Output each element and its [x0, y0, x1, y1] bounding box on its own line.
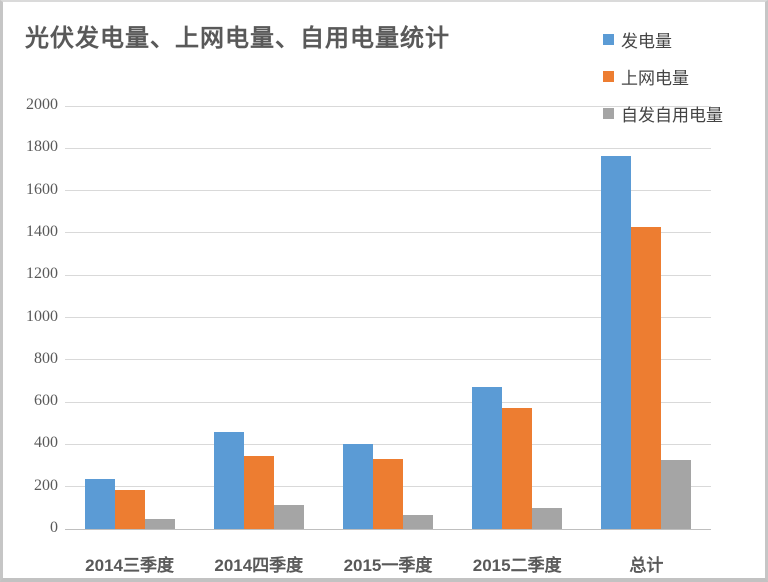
bar-自发自用电量-总计 [661, 460, 692, 529]
y-tick-label: 1600 [26, 180, 58, 198]
y-tick-label: 0 [50, 519, 58, 536]
bar-上网电量-总计 [631, 226, 662, 529]
bar-发电量-2014三季度 [84, 479, 115, 529]
bar-上网电量-2014四季度 [243, 456, 274, 529]
gridline [65, 147, 711, 149]
gridline [65, 443, 711, 445]
bar-上网电量-2014三季度 [114, 489, 145, 529]
x-category-label: 2014四季度 [214, 556, 304, 575]
y-tick-label: 1000 [26, 307, 58, 325]
bar-自发自用电量-2014四季度 [273, 504, 304, 529]
gridline [65, 190, 711, 192]
x-category-label: 2014三季度 [85, 556, 174, 575]
y-tick-label: 200 [34, 476, 58, 494]
gridline [65, 105, 711, 107]
bar-自发自用电量-2015一季度 [403, 515, 433, 529]
plot-area: 0 200 400 600 800 1000 1200 1400 1600 1800 2000 201… [3, 2, 765, 578]
bar-发电量-2015二季度 [472, 387, 503, 529]
bar-发电量-2015一季度 [343, 444, 373, 529]
x-category-label: 2015二季度 [472, 556, 562, 575]
gridline [65, 401, 711, 403]
y-tick-label: 1200 [26, 265, 58, 283]
bar-自发自用电量-2014三季度 [144, 519, 175, 529]
bar-上网电量-2015一季度 [373, 459, 403, 529]
gridline [65, 359, 711, 361]
y-tick-label: 2000 [26, 96, 58, 113]
x-category-label: 2015一季度 [343, 556, 433, 575]
x-axis-line [65, 528, 711, 530]
y-tick-label: 400 [34, 434, 58, 452]
bar-上网电量-2015二季度 [502, 408, 533, 529]
chart-title: 光伏发电量、上网电量、自用电量统计 [25, 26, 450, 52]
gridline [65, 274, 711, 276]
bar-自发自用电量-2015二季度 [532, 507, 563, 529]
bar-发电量-2014四季度 [213, 431, 244, 529]
bar-发电量-总计 [601, 155, 632, 529]
y-tick-label: 600 [34, 392, 58, 410]
x-category-label: 总计 [629, 556, 664, 575]
gridline [65, 232, 711, 234]
gridline [65, 317, 711, 318]
y-tick-label: 1800 [26, 138, 58, 156]
y-tick-label: 800 [34, 349, 58, 367]
y-tick-label: 1400 [26, 222, 58, 240]
